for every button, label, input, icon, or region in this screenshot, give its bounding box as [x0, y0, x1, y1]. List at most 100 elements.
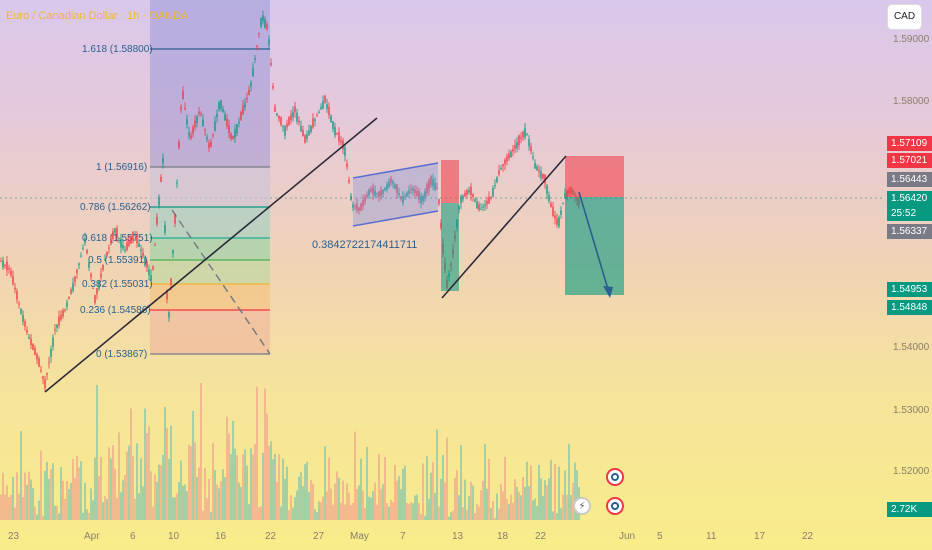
volume-bar	[472, 485, 474, 520]
volume-bar	[14, 507, 16, 520]
candle-body	[160, 176, 162, 182]
candle-body	[290, 114, 292, 121]
candle-body	[506, 155, 508, 162]
short-position-stop-2[interactable]	[565, 156, 624, 197]
main-uptrend-line[interactable]	[44, 117, 378, 393]
volume-bar	[460, 445, 462, 520]
volume-bar	[248, 504, 250, 520]
volume-bar	[236, 455, 238, 520]
time-label: 17	[754, 531, 766, 542]
volume-bar	[206, 498, 208, 520]
volume-bar	[532, 500, 534, 520]
candle-body	[188, 132, 190, 136]
volume-bar	[396, 480, 398, 520]
candle-body	[68, 296, 70, 299]
candle-body	[200, 113, 202, 115]
candle-body	[328, 106, 330, 116]
volume-bar	[364, 508, 366, 520]
volume-bar	[136, 443, 138, 520]
candle-body	[398, 193, 400, 195]
lightning-icon[interactable]: ⚡	[573, 497, 591, 515]
volume-bar	[312, 483, 314, 520]
currency-button[interactable]: CAD	[888, 5, 921, 29]
candle-body	[510, 151, 512, 158]
candle-body	[302, 130, 304, 137]
volume-bar	[316, 512, 318, 520]
volume-bar	[154, 474, 156, 520]
volume-bar	[428, 498, 430, 520]
volume-bar	[358, 485, 360, 520]
volume-bar	[478, 506, 480, 520]
volume-bar	[560, 508, 562, 520]
time-label: 5	[657, 531, 663, 542]
candle-body	[6, 261, 8, 271]
volume-bar	[202, 510, 204, 520]
target-icon-2[interactable]	[606, 497, 624, 515]
volume-bar	[254, 444, 256, 520]
ascending-channel[interactable]	[353, 163, 438, 226]
volume-bar	[466, 510, 468, 520]
volume-bar	[348, 492, 350, 520]
candle-body	[184, 107, 186, 110]
candle-body	[488, 196, 490, 204]
candle-body	[132, 232, 134, 242]
candle-body	[22, 314, 24, 322]
time-label: 13	[452, 531, 464, 542]
volume-bar	[194, 442, 196, 520]
candle-body	[238, 121, 240, 124]
volume-bar	[88, 512, 90, 520]
volume-bar	[282, 458, 284, 520]
volume-bar	[424, 515, 426, 520]
volume-bar	[184, 484, 186, 520]
target-icon[interactable]	[606, 468, 624, 486]
volume-bar	[300, 472, 302, 520]
volume-bar	[12, 476, 14, 520]
candle-body	[224, 114, 226, 121]
fib-retracement[interactable]: 1.618 (1.58800) 1 (1.56916) 0.786 (1.56262…	[80, 0, 271, 360]
candle-body	[72, 283, 74, 291]
candle-body	[292, 111, 294, 118]
time-label: 16	[215, 531, 227, 542]
volume-bar	[372, 491, 374, 520]
volume-bar	[176, 493, 178, 520]
volume-bar	[576, 470, 578, 520]
candle-body	[514, 145, 516, 149]
candle-body	[496, 177, 498, 183]
volume-bar	[494, 517, 496, 520]
candle-body	[274, 106, 276, 112]
candle-body	[312, 118, 314, 128]
volume-bar	[276, 482, 278, 520]
symbol-title[interactable]: Euro / Canadian Dollar · 1h · OANDA	[6, 10, 189, 22]
volume-bar	[420, 514, 422, 520]
candle-body	[158, 196, 160, 206]
volume-bar	[230, 454, 232, 520]
price-axis[interactable]: 1.59000 1.58000 1.54000 1.53000 1.52000	[893, 34, 930, 477]
short-position-stop[interactable]	[441, 160, 459, 203]
candle-body	[308, 130, 310, 135]
forecast-arrow-line	[578, 191, 611, 297]
volume-bar	[242, 454, 244, 520]
volume-bar	[328, 457, 330, 520]
candle-body	[280, 117, 282, 125]
candle-body	[348, 179, 350, 183]
volume-bar	[24, 472, 26, 520]
candle-body	[470, 186, 472, 196]
short-position-target[interactable]	[441, 203, 459, 291]
volume-bar	[538, 464, 540, 520]
candle-body	[410, 188, 412, 190]
candle-body	[80, 255, 82, 257]
volume-bar	[246, 465, 248, 520]
price-tag: 1.57109	[887, 136, 932, 151]
candle-body	[560, 210, 562, 215]
volume-bar	[344, 504, 346, 520]
volume-bar	[222, 469, 224, 520]
volume-bar	[170, 425, 172, 520]
second-uptrend-line[interactable]	[441, 155, 567, 299]
volume-bar	[226, 416, 228, 520]
volume-bar	[252, 454, 254, 520]
time-axis[interactable]: 23 Apr 6 10 16 22 27 May 7 13 18 22 Jun 5 11 17 22	[8, 531, 814, 542]
candle-body	[102, 264, 104, 270]
price-tick-154000: 1.54000	[893, 342, 930, 353]
